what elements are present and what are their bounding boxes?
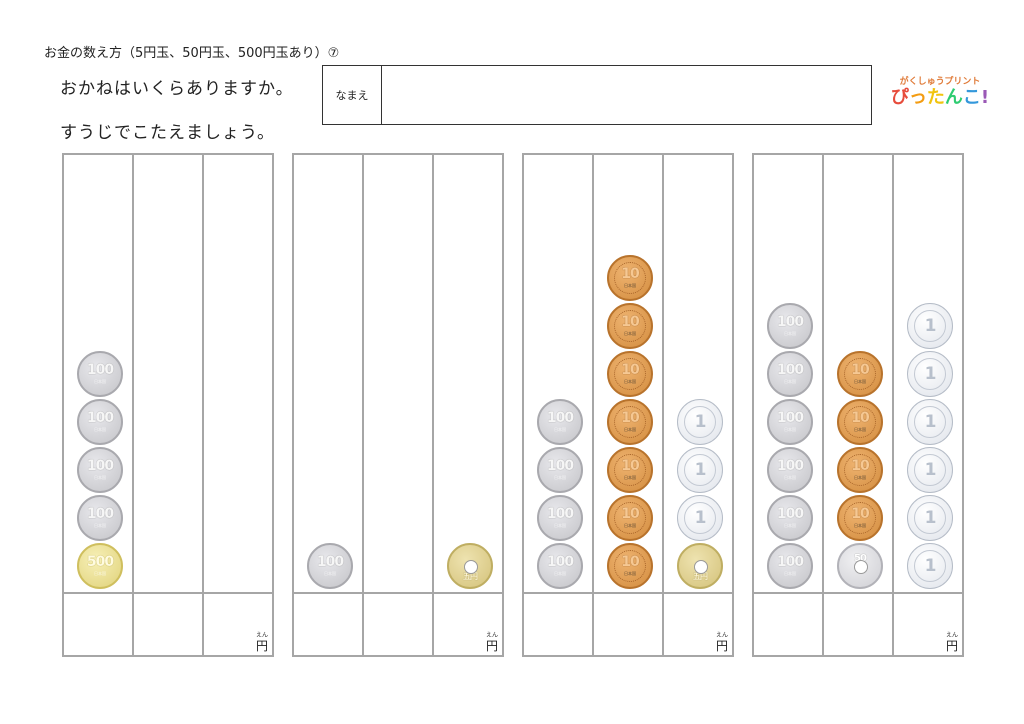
worksheet-title: お金の数え方（5円玉、50円玉、500円玉あり）⑦: [44, 46, 340, 61]
column-divider: [892, 155, 894, 655]
coin-1-yen: 1: [677, 399, 723, 445]
coin-100-yen: 100 日本国: [537, 399, 583, 445]
name-field[interactable]: [382, 66, 871, 124]
coin-10-yen: 10 日本国: [607, 447, 653, 493]
instruction-line-1: おかねはいくらありますか。: [60, 79, 294, 99]
answer-row-divider: [294, 592, 502, 594]
logo: がくしゅうプリント ぴったんこ!: [890, 74, 990, 112]
coin-100-yen: 100 日本国: [77, 399, 123, 445]
coin-10-yen: 10 日本国: [607, 543, 653, 589]
column-divider: [662, 155, 664, 655]
coin-1-yen: 1: [907, 447, 953, 493]
coin-100-yen: 100 日本国: [537, 495, 583, 541]
coin-100-yen: 100 日本国: [537, 543, 583, 589]
column-divider: [362, 155, 364, 655]
coin-1-yen: 1: [907, 351, 953, 397]
coin-100-yen: 100 日本国: [767, 399, 813, 445]
coin-1-yen: 1: [677, 495, 723, 541]
coin-10-yen: 10 日本国: [607, 255, 653, 301]
answer-row-divider: [64, 592, 272, 594]
coin-100-yen: 100 日本国: [767, 447, 813, 493]
coin-10-yen: 10 日本国: [837, 447, 883, 493]
coin-10-yen: 10 日本国: [607, 495, 653, 541]
coin-100-yen: 100 日本国: [77, 447, 123, 493]
coin-100-yen: 100 日本国: [767, 303, 813, 349]
coin-5-yen: 五円: [677, 543, 723, 589]
logo-subtitle: がくしゅうプリント: [899, 77, 981, 87]
coin-100-yen: 100 日本国: [767, 543, 813, 589]
name-label: なまえ: [323, 66, 382, 124]
coin-1-yen: 1: [907, 495, 953, 541]
answer-unit-yen[interactable]: えん円: [485, 632, 498, 653]
coin-100-yen: 100 日本国: [77, 495, 123, 541]
coin-1-yen: 1: [907, 303, 953, 349]
answer-unit-yen[interactable]: えん円: [255, 632, 268, 653]
coin-50-yen: 50: [837, 543, 883, 589]
coin-5-yen: 五円: [447, 543, 493, 589]
instruction-line-2: すうじでこたえましょう。: [60, 123, 275, 143]
problem-panel-3: 100 日本国 100 日本国 100 日本国 100 日本国 10 日本国 10 日本国 10 日本国 1…: [522, 153, 734, 657]
coin-10-yen: 10 日本国: [837, 495, 883, 541]
problem-panel-4: 100 日本国 100 日本国 100 日本国 100 日本国 100 日本国 100 日本国 50 10…: [752, 153, 964, 657]
coin-100-yen: 100 日本国: [307, 543, 353, 589]
coin-500-yen: 500 日本国: [77, 543, 123, 589]
coin-10-yen: 10 日本国: [607, 303, 653, 349]
column-divider: [202, 155, 204, 655]
column-divider: [432, 155, 434, 655]
coin-1-yen: 1: [907, 399, 953, 445]
coin-100-yen: 100 日本国: [77, 351, 123, 397]
name-box: なまえ: [322, 65, 872, 125]
coin-1-yen: 1: [907, 543, 953, 589]
coin-10-yen: 10 日本国: [837, 351, 883, 397]
coin-10-yen: 10 日本国: [837, 399, 883, 445]
answer-row-divider: [754, 592, 962, 594]
coin-1-yen: 1: [677, 447, 723, 493]
coin-10-yen: 10 日本国: [607, 351, 653, 397]
answer-unit-yen[interactable]: えん円: [715, 632, 728, 653]
answer-row-divider: [524, 592, 732, 594]
coin-100-yen: 100 日本国: [767, 351, 813, 397]
problem-panel-1: 500 日本国 100 日本国 100 日本国 100 日本国 100 日本国 えん円: [62, 153, 274, 657]
logo-wordmark: ぴったんこ!: [890, 87, 990, 108]
answer-unit-yen[interactable]: えん円: [945, 632, 958, 653]
column-divider: [822, 155, 824, 655]
column-divider: [592, 155, 594, 655]
column-divider: [132, 155, 134, 655]
coin-10-yen: 10 日本国: [607, 399, 653, 445]
coin-100-yen: 100 日本国: [767, 495, 813, 541]
coin-100-yen: 100 日本国: [537, 447, 583, 493]
problem-panel-2: 100 日本国 五円えん円: [292, 153, 504, 657]
